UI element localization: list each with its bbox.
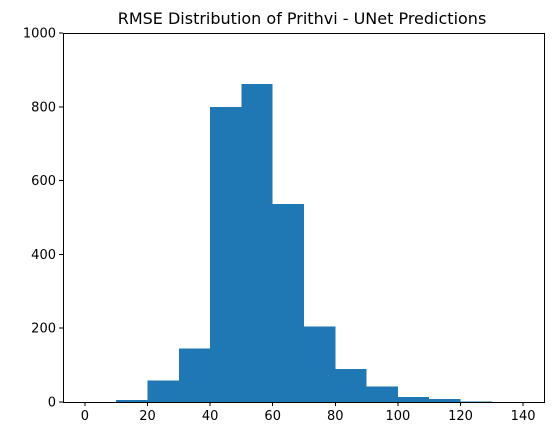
- axes-layer: [63, 33, 545, 403]
- histogram-bar: [366, 386, 398, 402]
- y-tick-label: 400: [31, 248, 56, 263]
- histogram-bar: [304, 326, 336, 402]
- y-tick-label: 800: [31, 100, 56, 115]
- histogram-bar: [460, 401, 492, 402]
- histogram-bar: [241, 83, 273, 402]
- y-tick-label: 200: [31, 322, 56, 337]
- histogram-bar: [210, 106, 242, 403]
- x-tick-label: 20: [139, 409, 156, 424]
- x-tick-label: 140: [511, 409, 536, 424]
- histogram-bar: [116, 400, 148, 402]
- x-tick-label: 100: [385, 409, 410, 424]
- y-tick-label: 600: [31, 174, 56, 189]
- histogram-bar: [147, 380, 179, 402]
- histogram-bar: [272, 203, 304, 402]
- histogram-bar: [429, 399, 461, 402]
- x-tick-label: 40: [202, 409, 219, 424]
- histogram-bar: [335, 368, 367, 402]
- x-tick-label: 80: [327, 409, 344, 424]
- bars-layer: [116, 83, 492, 403]
- y-tick-label: 0: [48, 396, 56, 411]
- y-tick-label: 1000: [23, 27, 56, 42]
- histogram-bar: [397, 396, 430, 402]
- x-tick-label: 0: [81, 409, 89, 424]
- x-tick-label: 60: [264, 409, 281, 424]
- chart-title: RMSE Distribution of Prithvi - UNet Pred…: [118, 9, 487, 28]
- x-axis-ticks: 0 20 40 60 80 100 120 140: [81, 402, 536, 424]
- y-axis-ticks: 0 200 400 600 800 1000: [23, 27, 63, 411]
- x-tick-label: 120: [448, 409, 473, 424]
- histogram-bar: [178, 348, 211, 402]
